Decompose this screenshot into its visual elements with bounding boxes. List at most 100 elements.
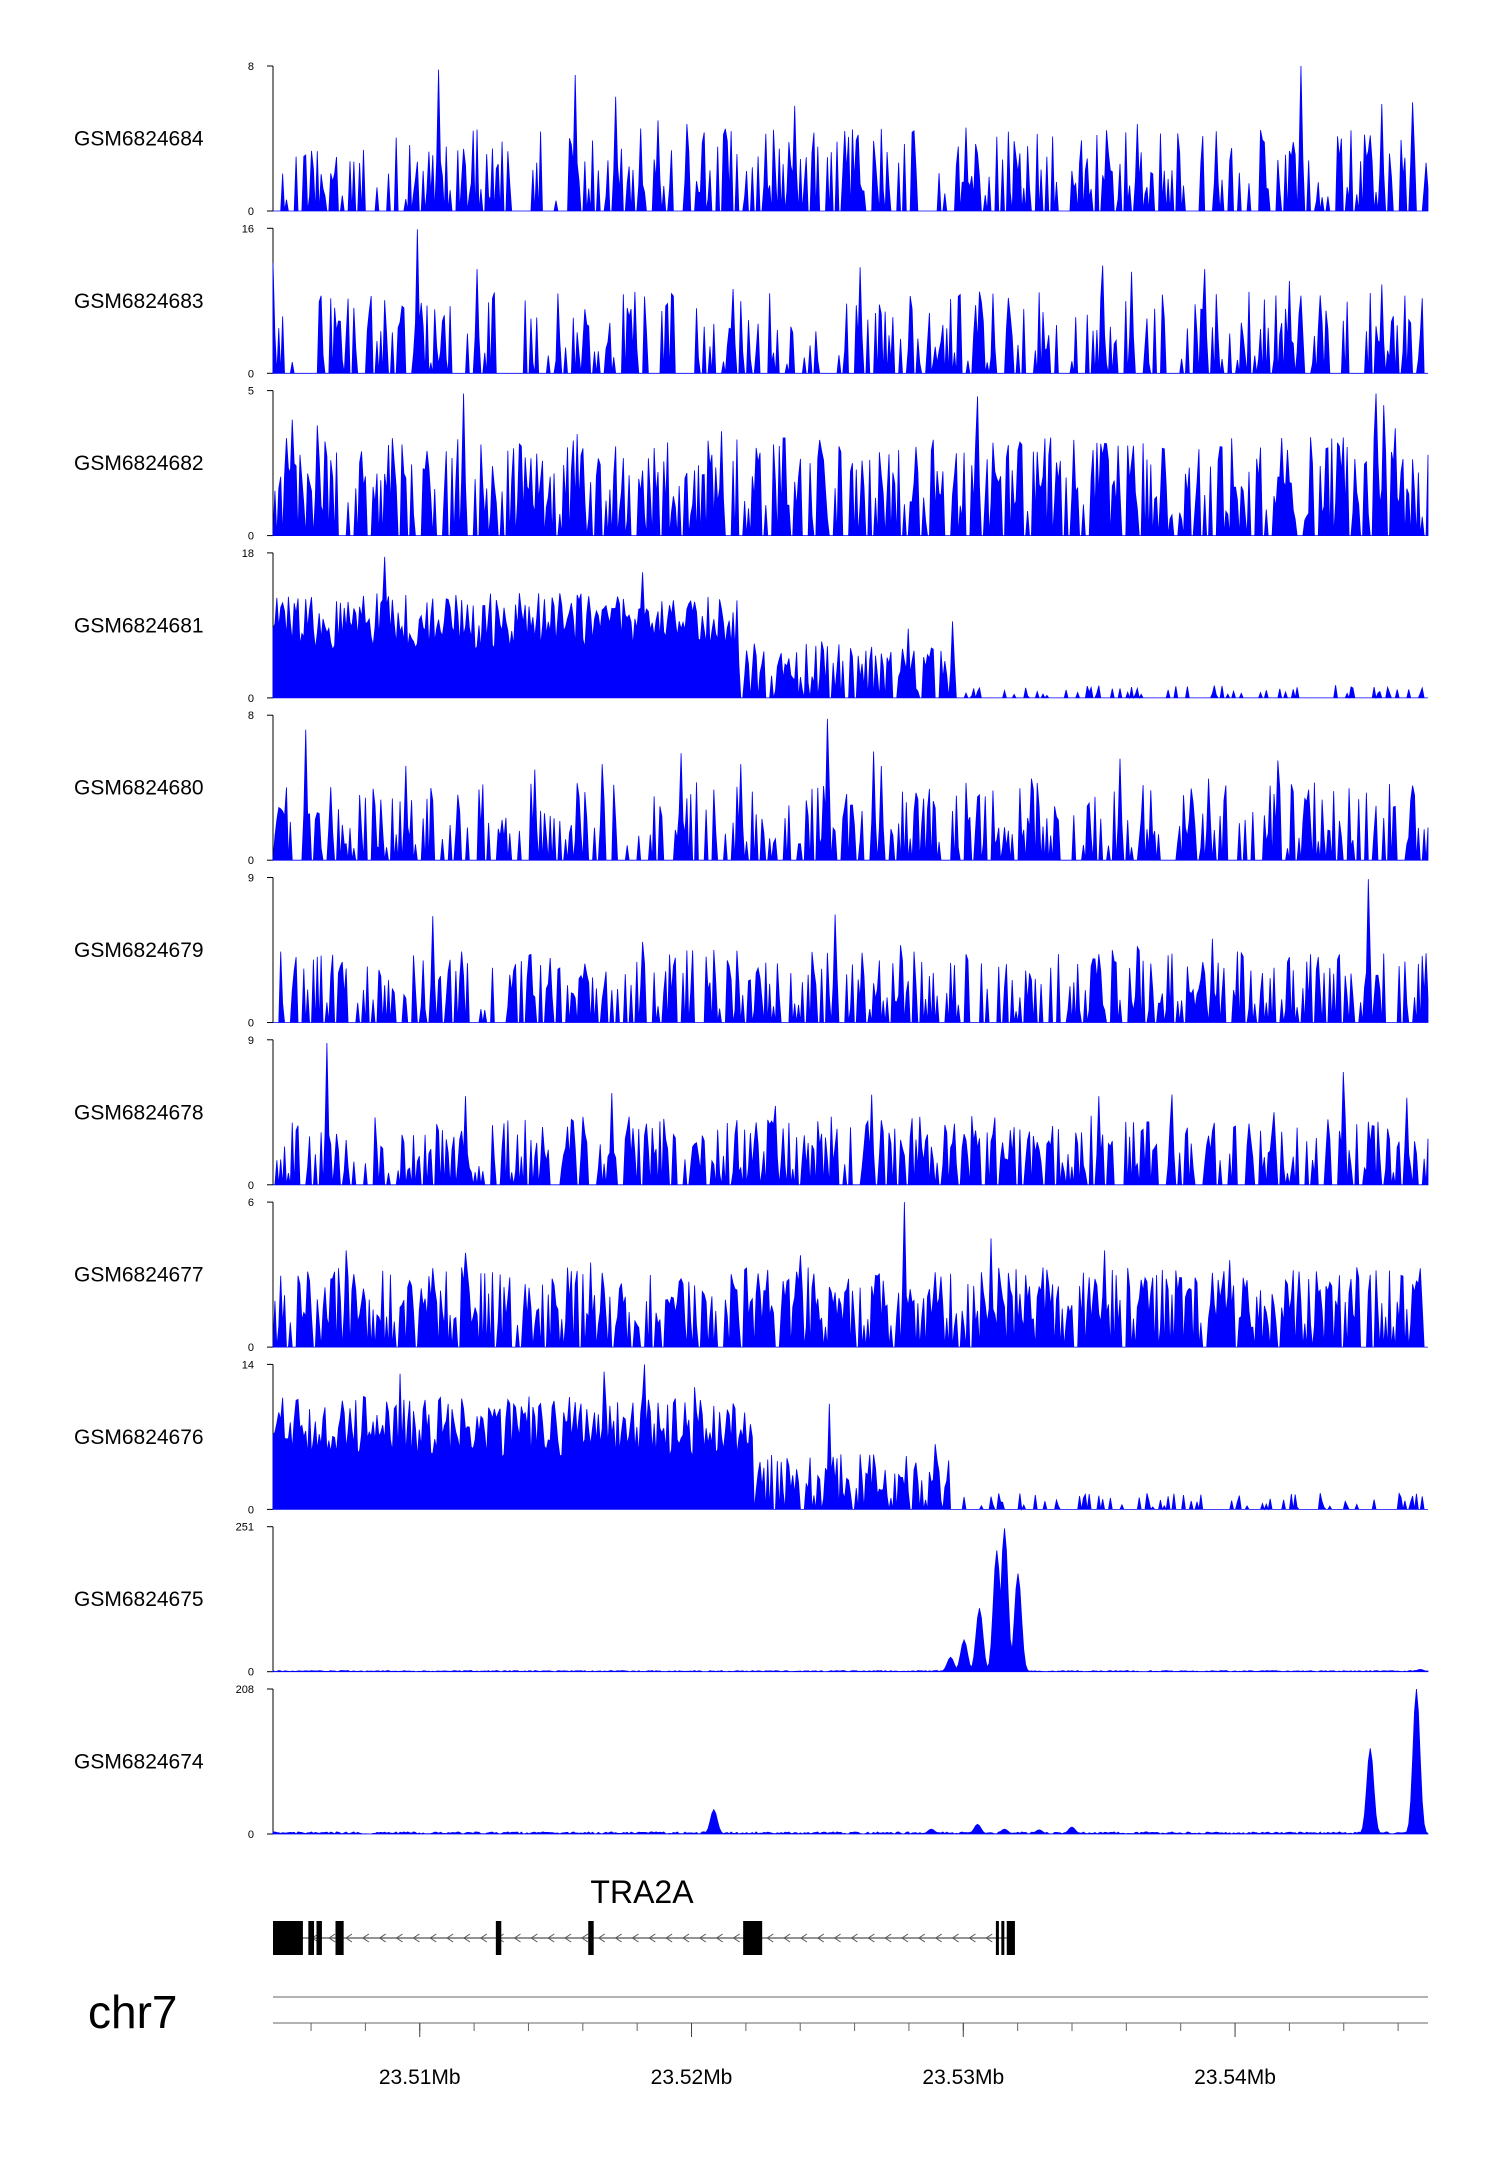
y-tick-label: 0 xyxy=(248,368,254,380)
y-tick-label: 0 xyxy=(248,1829,254,1841)
coverage-area-GSM6824680 xyxy=(272,718,1429,861)
y-tick-label: 8 xyxy=(248,61,254,73)
track-label: GSM6824678 xyxy=(74,1101,204,1124)
coverage-area-GSM6824684 xyxy=(273,65,1429,212)
track-label: GSM6824680 xyxy=(74,777,204,800)
strand-arrow xyxy=(766,1933,774,1943)
strand-arrow xyxy=(783,1933,791,1943)
strand-arrow xyxy=(698,1933,707,1943)
gene-exon xyxy=(995,1921,999,1955)
track-GSM6824679: GSM6824679 9 0 xyxy=(74,873,1429,1030)
track-GSM6824683: GSM6824683 16 0 xyxy=(74,223,1428,380)
strand-arrow xyxy=(328,1933,336,1943)
strand-arrow xyxy=(665,1933,673,1943)
y-tick-label: 0 xyxy=(248,1342,254,1354)
strand-arrow xyxy=(732,1933,740,1943)
track-GSM6824681: GSM6824681 18 0 xyxy=(74,548,1428,705)
y-tick-label: 0 xyxy=(248,206,254,218)
y-tick-label: 8 xyxy=(248,710,254,722)
gene-exon xyxy=(335,1921,344,1955)
strand-arrow xyxy=(884,1933,892,1943)
strand-arrow xyxy=(951,1933,959,1943)
y-tick-label: 18 xyxy=(242,548,254,560)
y-tick-label: 251 xyxy=(236,1522,254,1534)
strand-arrow xyxy=(833,1933,841,1943)
x-tick-label: 23.52Mb xyxy=(651,2066,733,2089)
track-label: GSM6824676 xyxy=(74,1426,204,1449)
strand-arrow xyxy=(597,1933,606,1943)
strand-arrow xyxy=(968,1933,976,1943)
track-label: GSM6824674 xyxy=(74,1751,204,1774)
gene-exon xyxy=(1001,1921,1005,1955)
track-GSM6824677: GSM6824677 6 0 xyxy=(74,1197,1428,1354)
coverage-area-GSM6824675 xyxy=(272,1528,1429,1673)
strand-arrow xyxy=(850,1933,858,1943)
gene-label: TRA2A xyxy=(590,1874,694,1910)
strand-arrow xyxy=(648,1933,656,1943)
coverage-area-GSM6824678 xyxy=(273,1043,1429,1186)
x-tick-label: 23.53Mb xyxy=(922,2066,1004,2089)
y-tick-label: 6 xyxy=(248,1197,254,1209)
x-tick-label: 23.51Mb xyxy=(379,2066,461,2089)
track-label: GSM6824677 xyxy=(74,1264,204,1287)
y-tick-label: 9 xyxy=(248,873,254,885)
strand-arrow xyxy=(345,1933,353,1943)
gene-exon xyxy=(495,1921,502,1955)
coverage-tracks: GSM682468480GSM6824683160GSM682468250GSM… xyxy=(74,61,1429,1841)
coverage-area-GSM6824683 xyxy=(272,229,1428,374)
track-label: GSM6824683 xyxy=(74,290,204,313)
strand-arrow xyxy=(513,1933,521,1943)
y-tick-label: 0 xyxy=(248,855,254,867)
y-tick-label: 0 xyxy=(248,693,254,705)
x-tick-label: 23.54Mb xyxy=(1194,2066,1276,2089)
strand-arrow xyxy=(580,1933,589,1943)
strand-arrow xyxy=(614,1933,622,1943)
gene-exon xyxy=(316,1921,322,1955)
strand-arrow xyxy=(917,1933,926,1943)
strand-arrow xyxy=(547,1933,555,1943)
y-tick-label: 14 xyxy=(242,1359,254,1371)
y-tick-label: 0 xyxy=(248,1180,254,1192)
strand-arrow xyxy=(867,1933,875,1943)
track-label: GSM6824684 xyxy=(74,128,204,151)
strand-arrow xyxy=(378,1933,386,1943)
track-label: GSM6824675 xyxy=(74,1588,204,1611)
y-tick-label: 0 xyxy=(248,531,254,543)
track-GSM6824674: GSM6824674 208 0 xyxy=(74,1684,1429,1841)
strand-arrow xyxy=(395,1933,403,1943)
strand-arrow xyxy=(901,1933,909,1943)
track-label: GSM6824681 xyxy=(74,614,204,637)
y-tick-label: 16 xyxy=(242,223,254,235)
coverage-area-GSM6824681 xyxy=(272,556,1428,700)
track-label: GSM6824679 xyxy=(74,939,204,962)
gene-annotation-track: TRA2A xyxy=(273,1874,1015,1955)
track-GSM6824682: GSM6824682 5 0 xyxy=(74,386,1429,543)
coverage-area-GSM6824674 xyxy=(272,1688,1429,1835)
gene-exon xyxy=(743,1921,763,1955)
genome-axis-track: chr7 23.51Mb 23.52Mb 23.53Mb 23.54Mb xyxy=(88,1986,1428,2089)
gene-exon xyxy=(1006,1921,1015,1955)
strand-arrow xyxy=(412,1933,420,1943)
track-GSM6824680: GSM6824680 8 0 xyxy=(74,710,1429,867)
strand-arrow xyxy=(682,1933,690,1943)
y-tick-label: 0 xyxy=(248,1018,254,1030)
chromosome-label: chr7 xyxy=(88,1986,177,2038)
strand-arrow xyxy=(564,1933,572,1943)
strand-arrow xyxy=(631,1933,639,1943)
track-GSM6824676: GSM6824676 14 0 xyxy=(74,1359,1428,1516)
strand-arrow xyxy=(715,1933,723,1943)
strand-arrow xyxy=(479,1933,488,1943)
y-tick-label: 0 xyxy=(248,1667,254,1679)
coverage-area-GSM6824679 xyxy=(273,879,1429,1023)
track-label: GSM6824682 xyxy=(74,452,204,475)
y-tick-label: 5 xyxy=(248,386,254,398)
y-tick-label: 0 xyxy=(248,1504,254,1516)
gene-exon xyxy=(308,1921,312,1955)
gene-exon xyxy=(588,1921,594,1955)
track-GSM6824675: GSM6824675 251 0 xyxy=(74,1522,1429,1679)
strand-arrow xyxy=(985,1933,993,1943)
strand-arrow xyxy=(361,1933,370,1943)
strand-arrow xyxy=(530,1933,538,1943)
coverage-area-GSM6824682 xyxy=(272,393,1429,536)
